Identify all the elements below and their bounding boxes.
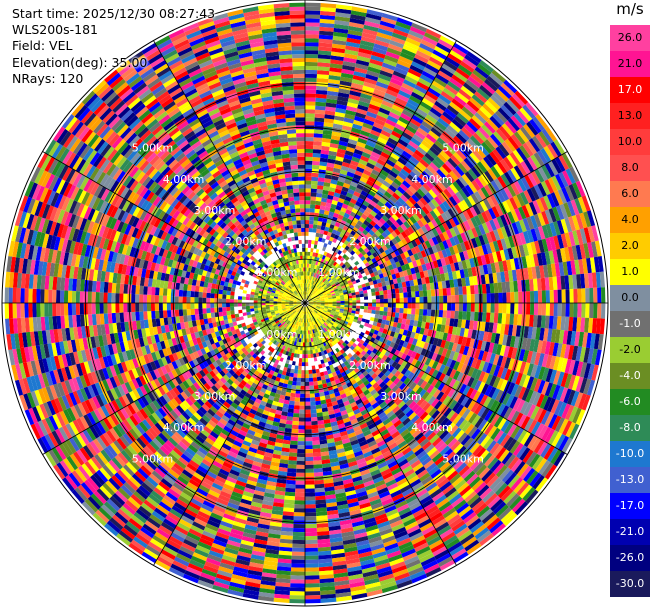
elevation: Elevation(deg): 35.00 bbox=[12, 54, 148, 70]
range-ring-label: 1.00km bbox=[318, 266, 360, 279]
azimuth-spoke bbox=[153, 40, 306, 304]
site-name: WLS200s-181 bbox=[12, 22, 98, 38]
range-rings bbox=[1, 0, 609, 607]
colorbar-swatch bbox=[610, 571, 650, 597]
range-ring-label: 4.00km bbox=[411, 173, 453, 186]
range-ring-label: 1.00km bbox=[256, 266, 298, 279]
colorbar-swatch bbox=[610, 467, 650, 494]
azimuth-spoke bbox=[153, 302, 306, 566]
colorbar-tick-label: 4.0 bbox=[621, 213, 639, 226]
azimuth-spoke bbox=[304, 40, 457, 304]
colorbar-swatch bbox=[610, 51, 650, 78]
colorbar-tick-label: 10.0 bbox=[618, 135, 643, 148]
colorbar-tick-label: 6.0 bbox=[621, 187, 639, 200]
start-time: Start time: 2025/12/30 08:27:43 bbox=[12, 6, 216, 21]
colorbar-swatch bbox=[610, 545, 650, 572]
range-ring-label: 4.00km bbox=[411, 421, 453, 434]
colorbar-tick-label: 13.0 bbox=[618, 109, 643, 122]
azimuth-spoke bbox=[304, 302, 568, 455]
colorbar-tick-label: 0.0 bbox=[621, 291, 639, 304]
colorbar-swatch bbox=[610, 207, 650, 234]
range-ring-label: 5.00km bbox=[132, 142, 174, 155]
outer-ring bbox=[1, 0, 609, 607]
colorbar-swatch bbox=[610, 519, 650, 546]
field-name: Field: VEL bbox=[12, 38, 73, 54]
range-ring-label: 1.00km bbox=[318, 328, 360, 341]
colorbar-tick-label: 2.0 bbox=[621, 239, 639, 252]
range-ring-label: 4.00km bbox=[163, 421, 205, 434]
colorbar-tick-label: -6.0 bbox=[619, 395, 640, 408]
colorbar-swatch bbox=[610, 337, 650, 364]
colorbar-tick-label: -4.0 bbox=[619, 369, 640, 382]
colorbar-swatch bbox=[610, 77, 650, 104]
range-ring-label: 5.00km bbox=[442, 452, 484, 465]
colorbar-tick-label: -21.0 bbox=[616, 525, 644, 538]
colorbar-tick-label: 17.0 bbox=[618, 83, 643, 96]
range-ring-label: 2.00km bbox=[349, 359, 391, 372]
range-ring-label: 3.00km bbox=[380, 390, 422, 403]
azimuth-spoke bbox=[304, 302, 457, 566]
colorbar-swatch bbox=[610, 285, 650, 312]
colorbar-tick-label: -10.0 bbox=[616, 447, 644, 460]
colorbar-unit: m/s bbox=[616, 0, 644, 18]
colorbar-tick-label: -8.0 bbox=[619, 421, 640, 434]
colorbar-swatch bbox=[610, 493, 650, 520]
range-ring bbox=[172, 170, 438, 436]
range-ring-label: 3.00km bbox=[194, 390, 236, 403]
colorbar-tick-label: 21.0 bbox=[618, 57, 643, 70]
colorbar-swatch bbox=[610, 181, 650, 208]
range-ring-label: 3.00km bbox=[380, 204, 422, 217]
range-ring-label: 2.00km bbox=[225, 359, 267, 372]
radar-ppi-display: 1.00km 1.00km 1.00km 1.00km 2.00km 2.00km 2.00… bbox=[1, 0, 609, 607]
colorbar-swatch bbox=[610, 233, 650, 260]
colorbar-swatch bbox=[610, 363, 650, 390]
colorbar-tick-label: -17.0 bbox=[616, 499, 644, 512]
colorbar-swatch bbox=[610, 25, 650, 52]
range-ring-label: 3.00km bbox=[194, 204, 236, 217]
range-ring-labels: 1.00km 1.00km 1.00km 1.00km 2.00km 2.00km 2.00… bbox=[132, 142, 484, 466]
colorbar-tick-label: -26.0 bbox=[616, 551, 644, 564]
colorbar: 26.0 21.0 17.0 13.0 10.0 8.0 6.0 4.0 2.0 1.0 0.0 -1… bbox=[610, 25, 650, 597]
scan-info: Start time: 2025/12/30 08:27:43 WLS200s-… bbox=[12, 6, 215, 87]
colorbar-tick-label: 8.0 bbox=[621, 161, 639, 174]
azimuth-spokes bbox=[2, 0, 608, 606]
range-ring-label: 5.00km bbox=[132, 452, 174, 465]
colorbar-tick-label: 1.0 bbox=[621, 265, 639, 278]
colorbar-swatch bbox=[610, 415, 650, 442]
colorbar-swatch bbox=[610, 155, 650, 182]
colorbar-tick-label: -13.0 bbox=[616, 473, 644, 486]
colorbar-tick-label: -1.0 bbox=[619, 317, 640, 330]
colorbar-tick-label: -2.0 bbox=[619, 343, 640, 356]
azimuth-spoke bbox=[42, 302, 306, 455]
colorbar-swatch bbox=[610, 103, 650, 130]
range-ring-label: 5.00km bbox=[442, 142, 484, 155]
range-ring-label: 4.00km bbox=[163, 173, 205, 186]
range-ring-label: 2.00km bbox=[225, 235, 267, 248]
range-ring bbox=[216, 214, 394, 392]
azimuth-spoke bbox=[304, 151, 568, 304]
colorbar-swatch bbox=[610, 389, 650, 416]
azimuth-spoke bbox=[42, 151, 306, 304]
colorbar-tick-label: 26.0 bbox=[618, 31, 643, 44]
colorbar-swatch bbox=[610, 311, 650, 338]
colorbar-swatch bbox=[610, 259, 650, 286]
colorbar-tick-label: -30.0 bbox=[616, 577, 644, 590]
range-ring bbox=[84, 82, 526, 524]
colorbar-swatch bbox=[610, 441, 650, 468]
nrays: NRays: 120 bbox=[12, 70, 84, 86]
range-ring-label: 1.00km bbox=[256, 328, 298, 341]
velocity-gates bbox=[4, 2, 606, 604]
colorbar-swatch bbox=[610, 129, 650, 156]
range-ring-label: 2.00km bbox=[349, 235, 391, 248]
range-ring bbox=[128, 126, 482, 480]
range-ring bbox=[260, 258, 350, 348]
